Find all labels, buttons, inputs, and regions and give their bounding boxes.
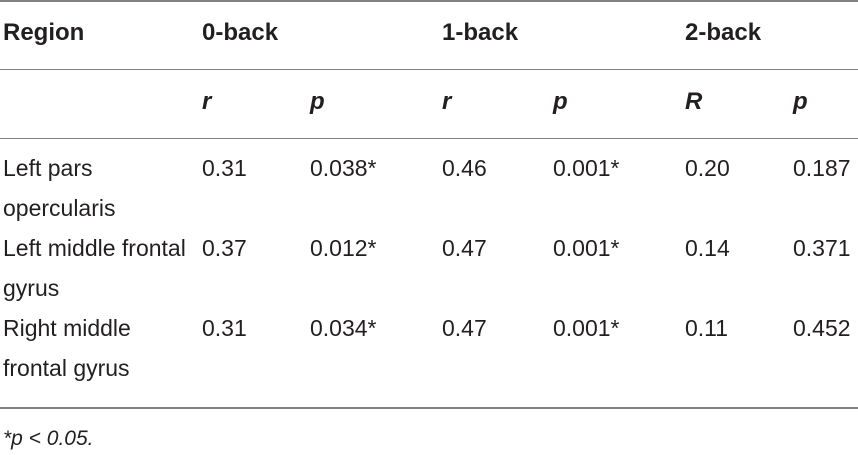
cell-value: 0.47 — [442, 315, 487, 341]
cell-value: 0.371 — [793, 235, 851, 261]
cell-value: 0.012* — [310, 235, 377, 261]
subheader-1-back-p: p — [553, 88, 568, 115]
row-region: Left pars opercularis — [3, 155, 116, 221]
header-0-back: 0-back — [202, 19, 279, 46]
cell-value: 0.11 — [685, 315, 729, 341]
cell-value: 0.20 — [685, 155, 730, 181]
cell-value: 0.001* — [553, 315, 620, 341]
table-top-rule — [0, 0, 858, 2]
cell-value: 0.47 — [442, 235, 487, 261]
cell-value: 0.46 — [442, 155, 487, 181]
row-region: Left middle frontal gyrus — [3, 235, 186, 301]
cell-value: 0.038* — [310, 155, 377, 181]
table-footnote: *p < 0.05. — [3, 427, 94, 450]
header-2-back: 2-back — [685, 19, 762, 46]
table-bottom-rule — [0, 407, 858, 409]
header-1-back: 1-back — [442, 19, 519, 46]
cell-value: 0.187 — [793, 155, 851, 181]
subheader-2-back-p: p — [793, 88, 808, 115]
row-region: Right middle frontal gyrus — [3, 315, 131, 381]
subheader-2-back-r: R — [685, 88, 703, 115]
cell-value: 0.14 — [685, 235, 730, 261]
cell-value: 0.31 — [202, 315, 247, 341]
header-region: Region — [3, 19, 85, 46]
cell-value: 0.452 — [793, 315, 851, 341]
cell-value: 0.37 — [202, 235, 247, 261]
cell-value: 0.001* — [553, 235, 620, 261]
cell-value: 0.31 — [202, 155, 247, 181]
subheader-rule — [0, 138, 858, 139]
header-rule — [0, 69, 858, 70]
cell-value: 0.001* — [553, 155, 620, 181]
cell-value: 0.034* — [310, 315, 377, 341]
subheader-1-back-r: r — [442, 88, 452, 115]
subheader-0-back-r: r — [202, 88, 212, 115]
subheader-0-back-p: p — [310, 88, 325, 115]
